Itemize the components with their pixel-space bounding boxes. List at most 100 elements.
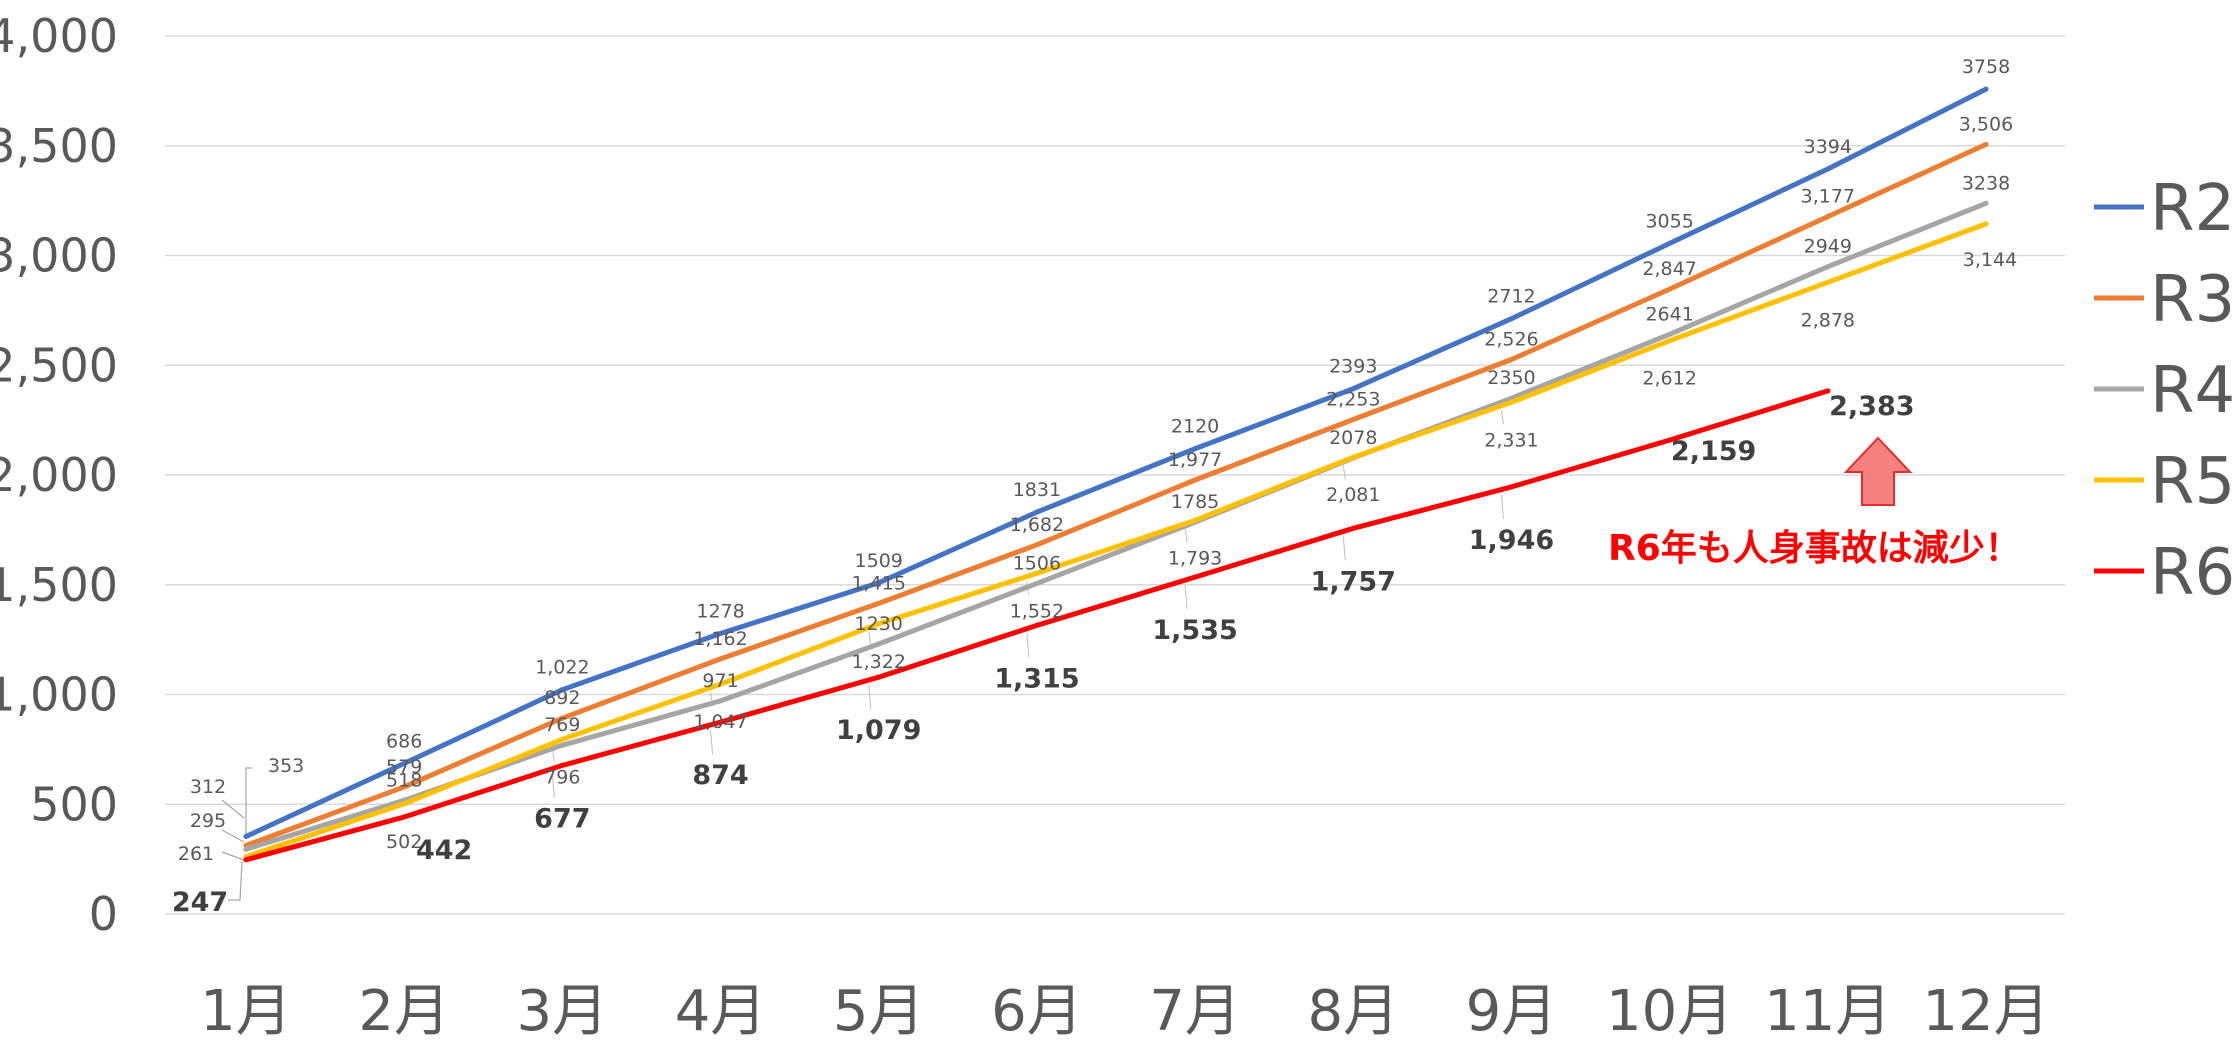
data-point-r3 xyxy=(1508,357,1514,363)
x-tick-label: 8月 xyxy=(1307,979,1399,1044)
data-label-r5: 261 xyxy=(178,843,214,865)
label-leader-line xyxy=(228,861,243,901)
data-point-r3 xyxy=(559,715,565,721)
data-point-r5 xyxy=(559,736,565,742)
data-label-r2: 2712 xyxy=(1487,286,1535,308)
data-point-r4 xyxy=(1667,331,1673,337)
data-label-r2: 1,022 xyxy=(535,657,589,679)
series-line-r3 xyxy=(243,141,1989,848)
data-label-r4: 2350 xyxy=(1487,367,1535,389)
x-tick-label: 2月 xyxy=(358,979,450,1044)
y-tick-label: 2,000 xyxy=(0,448,118,502)
data-point-r4 xyxy=(1034,580,1040,586)
data-label-r6: 1,946 xyxy=(1469,525,1554,556)
label-leader-line xyxy=(1342,465,1346,480)
data-point-r6 xyxy=(243,857,249,863)
data-label-r4: 1785 xyxy=(1171,491,1219,513)
legend: R2 R3 R4 R5 R6 xyxy=(2094,172,2234,610)
data-point-r4 xyxy=(243,846,249,852)
data-point-r2 xyxy=(718,630,724,636)
data-label-r6: 677 xyxy=(534,803,590,834)
label-leader-line xyxy=(221,829,245,843)
data-point-r3 xyxy=(1350,416,1356,422)
data-point-r4 xyxy=(1825,264,1831,270)
data-label-r3: 312 xyxy=(190,776,226,798)
legend-label-r5: R5 xyxy=(2150,445,2234,519)
data-label-r6: 1,079 xyxy=(836,715,921,746)
data-label-r4: 2949 xyxy=(1804,236,1852,258)
label-leader-line xyxy=(1500,494,1504,519)
x-tick-label: 5月 xyxy=(833,979,925,1044)
gridlines xyxy=(165,35,2065,915)
data-label-r3: 2,253 xyxy=(1326,388,1380,410)
data-point-r6 xyxy=(401,814,407,820)
data-point-r6 xyxy=(718,719,724,725)
data-label-r5: 502 xyxy=(386,831,422,853)
label-leader-line xyxy=(1184,585,1188,610)
data-label-r5: 1,793 xyxy=(1168,547,1222,569)
data-label-r6: 1,535 xyxy=(1152,615,1237,646)
data-label-r2: 2393 xyxy=(1329,356,1377,378)
label-leader-line xyxy=(221,799,245,819)
data-label-r2: 1831 xyxy=(1013,479,1061,501)
data-label-r5: 1,047 xyxy=(693,711,747,733)
label-leader-line xyxy=(551,773,555,798)
data-point-r2 xyxy=(401,760,407,766)
data-point-r3 xyxy=(1983,141,1989,147)
data-label-r2: 353 xyxy=(268,755,304,777)
data-point-r3 xyxy=(1667,286,1673,292)
data-point-r2 xyxy=(1825,166,1831,172)
label-leader-line xyxy=(1026,633,1030,658)
data-point-r5 xyxy=(1825,279,1831,285)
data-label-r5: 1,322 xyxy=(852,651,906,673)
y-tick-label: 2,500 xyxy=(0,338,118,392)
data-label-r3: 3,506 xyxy=(1959,113,2013,135)
data-point-r3 xyxy=(876,600,882,606)
data-point-r6 xyxy=(1825,388,1831,394)
annotation-text: R6年も人身事故は減少！ xyxy=(1608,528,2021,569)
data-point-r6 xyxy=(1034,622,1040,628)
data-label-r5: 1,552 xyxy=(1010,600,1064,622)
data-label-r6: 2,383 xyxy=(1829,391,1914,422)
data-point-r3 xyxy=(401,784,407,790)
label-leader-line xyxy=(245,767,252,835)
label-leader-line xyxy=(868,685,872,710)
data-label-r5: 2,331 xyxy=(1484,429,1538,451)
y-tick-label: 4,000 xyxy=(0,9,118,63)
x-tick-label: 11月 xyxy=(1764,979,1891,1044)
data-point-r6 xyxy=(876,674,882,680)
data-point-r5 xyxy=(1192,517,1198,523)
data-label-r3: 1,415 xyxy=(852,572,906,594)
label-leader-line xyxy=(1184,528,1188,543)
data-point-r6 xyxy=(1508,484,1514,490)
data-label-r6: 247 xyxy=(172,887,228,918)
data-label-r5: 3,144 xyxy=(1963,249,2017,271)
data-label-r2: 3055 xyxy=(1645,210,1693,232)
data-label-r4: 3238 xyxy=(1962,172,2010,194)
data-point-r6 xyxy=(1350,525,1356,531)
data-label-r3: 2,847 xyxy=(1642,258,1696,280)
x-tick-label: 1月 xyxy=(200,979,292,1044)
data-label-r2: 3394 xyxy=(1804,136,1852,158)
data-point-r3 xyxy=(1825,214,1831,220)
data-label-r6: 1,757 xyxy=(1311,566,1396,597)
y-tick-label: 3,000 xyxy=(0,229,118,283)
x-tick-label: 12月 xyxy=(1922,979,2049,1044)
data-point-r5 xyxy=(401,801,407,807)
data-point-r5 xyxy=(1667,338,1673,344)
data-point-r2 xyxy=(1350,386,1356,392)
data-point-r2 xyxy=(1192,446,1198,452)
series-line-r2 xyxy=(243,86,1989,839)
label-leader-line xyxy=(1342,536,1346,561)
data-label-r3: 2,526 xyxy=(1484,329,1538,351)
data-point-r6 xyxy=(1192,574,1198,580)
data-label-r4: 2641 xyxy=(1645,303,1693,325)
series-lines xyxy=(243,86,1989,863)
data-label-r4: 1230 xyxy=(855,613,903,635)
data-label-r3: 1,162 xyxy=(693,628,747,650)
data-label-r4: 971 xyxy=(702,670,738,692)
data-label-r3: 579 xyxy=(386,756,422,778)
x-tick-label: 4月 xyxy=(675,979,767,1044)
data-label-r4: 295 xyxy=(190,810,226,832)
x-tick-label: 10月 xyxy=(1606,979,1733,1044)
